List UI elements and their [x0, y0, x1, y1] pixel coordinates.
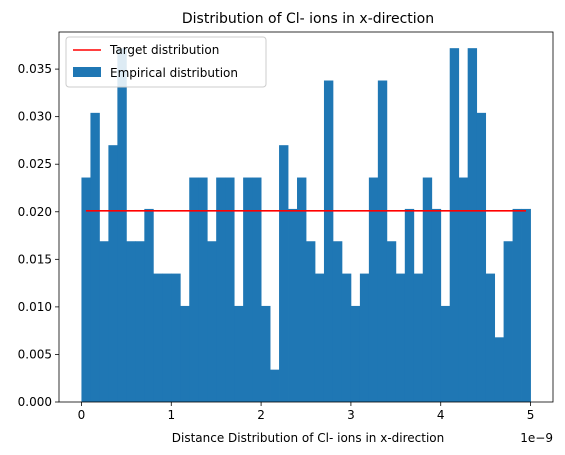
histogram-bar [386, 241, 397, 402]
histogram-bar [503, 241, 513, 402]
legend-label-target: Target distribution [109, 43, 219, 57]
histogram-bar [207, 241, 217, 402]
histogram-bar [135, 241, 145, 402]
histogram-bar [476, 112, 487, 402]
histogram-bar [359, 273, 370, 402]
histogram-bar [467, 48, 478, 403]
histogram-bars [81, 48, 531, 403]
y-tick-label: 0.000 [18, 395, 52, 409]
y-tick-label: 0.035 [18, 62, 52, 76]
x-tick-label: 2 [257, 408, 265, 422]
histogram-bar [81, 177, 91, 402]
histogram-bar [288, 208, 298, 402]
histogram-bar [395, 273, 406, 402]
histogram-bar [216, 177, 226, 402]
histogram-bar [521, 208, 531, 402]
histogram-bar [99, 241, 109, 402]
x-tick-label: 5 [527, 408, 535, 422]
histogram-bar [198, 177, 208, 402]
histogram-bar [404, 208, 415, 402]
y-axis: 0.000 0.005 0.010 0.015 0.020 0.025 0.030 0.035 [18, 62, 59, 409]
legend-bar-swatch [73, 67, 101, 77]
x-axis-offset-label: 1e−9 [520, 431, 553, 445]
histogram-bar [306, 241, 316, 402]
legend-label-empirical: Empirical distribution [110, 66, 238, 80]
histogram-bar [153, 273, 163, 402]
x-axis: 0 1 2 3 4 5 [78, 402, 535, 422]
x-tick-label: 0 [78, 408, 86, 422]
histogram-bar [341, 273, 352, 402]
histogram-bar [431, 208, 442, 402]
histogram-bar [377, 80, 388, 402]
histogram-bar [126, 241, 136, 402]
histogram-bar [171, 273, 181, 402]
histogram-bar [189, 177, 199, 402]
histogram-bar [449, 48, 460, 403]
legend-box [65, 36, 267, 88]
histogram-bar [180, 305, 190, 402]
y-tick-label: 0.010 [18, 300, 52, 314]
y-tick-label: 0.005 [18, 347, 52, 361]
histogram-bar [90, 112, 100, 402]
chart-title: Distribution of Cl- ions in x-direction [182, 11, 434, 27]
histogram-bar [261, 305, 271, 402]
histogram-bar [117, 48, 127, 403]
legend: Target distribution Empirical distributio… [65, 36, 267, 88]
y-tick-label: 0.015 [18, 252, 52, 266]
x-tick-label: 1 [167, 408, 175, 422]
histogram-bar [162, 273, 172, 402]
y-tick-label: 0.025 [18, 157, 52, 171]
y-tick-label: 0.030 [18, 110, 52, 124]
histogram-bar [485, 273, 496, 402]
histogram-bar [225, 177, 235, 402]
histogram-bar [314, 273, 325, 402]
histogram-bar [323, 80, 334, 402]
histogram-bar [512, 208, 522, 402]
histogram-bar [144, 208, 154, 402]
histogram-bar [279, 145, 289, 402]
histogram-bar [440, 305, 451, 402]
plot-frame [58, 31, 554, 403]
histogram-bar [458, 177, 469, 402]
histogram-bar [332, 241, 343, 402]
histogram-bar [297, 177, 307, 402]
histogram-bar [243, 177, 253, 402]
histogram-bar [422, 177, 433, 402]
histogram-bar [252, 177, 262, 402]
x-tick-label: 3 [347, 408, 355, 422]
x-tick-label: 4 [437, 408, 445, 422]
histogram-bar [270, 369, 280, 402]
histogram-bar [108, 145, 118, 402]
x-axis-label: Distance Distribution of Cl- ions in x-d… [172, 431, 444, 445]
y-tick-label: 0.020 [18, 205, 52, 219]
histogram-bar [234, 305, 244, 402]
histogram-bar [494, 337, 504, 402]
histogram-bar [413, 273, 424, 402]
histogram-bar [350, 305, 361, 402]
histogram-bar [368, 177, 379, 402]
